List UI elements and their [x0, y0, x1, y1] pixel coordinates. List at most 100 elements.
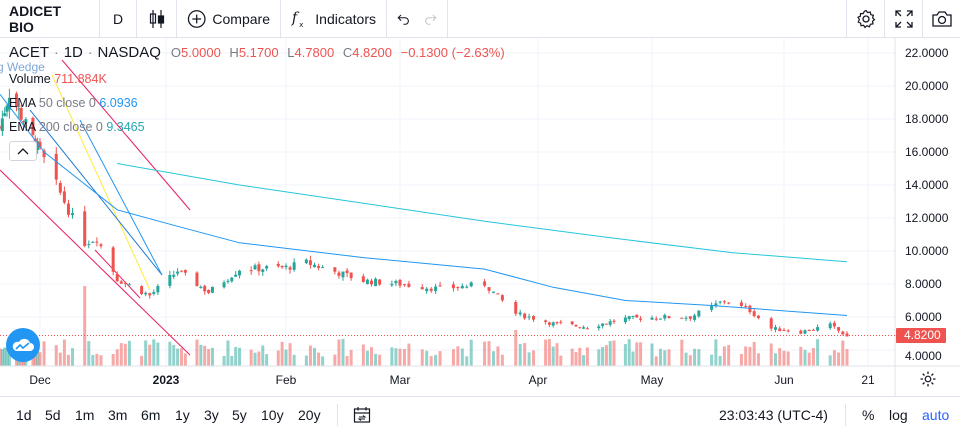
- candle-body: [19, 108, 23, 120]
- redo-icon[interactable]: [424, 12, 437, 26]
- volume-bar: [491, 351, 495, 366]
- candle-body: [144, 292, 148, 295]
- range-3y[interactable]: 3y: [204, 407, 219, 423]
- clock-time[interactable]: 23:03:43 (UTC-4): [719, 407, 828, 423]
- candle-body: [727, 302, 731, 304]
- candle-body: [71, 213, 75, 216]
- volume-bar: [465, 356, 469, 366]
- candle-body: [578, 327, 582, 329]
- candle-body: [276, 263, 280, 267]
- candle-body: [261, 269, 265, 272]
- log-scale-toggle[interactable]: log: [889, 407, 908, 423]
- candle-body: [773, 327, 777, 330]
- candle-body: [407, 283, 411, 287]
- volume-bar: [752, 341, 756, 366]
- volume-bar: [365, 350, 369, 366]
- legend-collapse-button[interactable]: [9, 141, 37, 161]
- study-volume[interactable]: Volume 711.884K: [9, 72, 107, 86]
- calendar-range-icon[interactable]: [353, 406, 371, 424]
- candle-body: [837, 327, 841, 331]
- compare-button[interactable]: Compare: [177, 0, 281, 38]
- volume-bar: [349, 349, 353, 366]
- range-5y[interactable]: 5y: [232, 407, 247, 423]
- volume-bar: [361, 344, 365, 366]
- volume-bar: [394, 348, 398, 366]
- range-3m[interactable]: 3m: [108, 407, 128, 423]
- candle-body: [496, 293, 500, 295]
- candle-body: [654, 318, 658, 320]
- range-20y[interactable]: 20y: [298, 407, 321, 423]
- candle-body: [148, 293, 152, 296]
- indicators-button[interactable]: f x Indicators: [281, 0, 387, 38]
- candle-body: [544, 320, 548, 322]
- symbol-search-button[interactable]: ADICET BIO: [0, 0, 100, 38]
- volume-bar: [288, 343, 292, 366]
- volume-bar: [496, 346, 500, 366]
- study-ema-50[interactable]: EMA 50 close 0 6.0936: [9, 96, 138, 110]
- study-name: EMA: [9, 96, 36, 110]
- volume-bar: [782, 350, 786, 366]
- interval-button[interactable]: D: [100, 0, 137, 38]
- range-1m[interactable]: 1m: [75, 407, 95, 423]
- volume-bar: [317, 352, 321, 366]
- low-value: 4.7800: [294, 45, 335, 60]
- range-5d[interactable]: 5d: [45, 407, 61, 423]
- range-1d[interactable]: 1d: [16, 407, 32, 423]
- candle-body: [62, 191, 66, 203]
- fx-icon: f x: [291, 10, 304, 29]
- candle-body: [491, 291, 495, 293]
- time-tick: 21: [861, 373, 875, 387]
- volume-bar: [71, 348, 75, 366]
- candle-body: [42, 150, 46, 158]
- tradingview-logo[interactable]: [6, 328, 40, 362]
- volume-bar: [688, 355, 692, 366]
- candle-body: [87, 244, 91, 246]
- percent-scale-toggle[interactable]: %: [862, 407, 875, 423]
- separator: [845, 404, 846, 426]
- volume-bar: [578, 347, 582, 366]
- volume-bar: [555, 343, 559, 366]
- range-1y[interactable]: 1y: [175, 407, 190, 423]
- candle-body: [688, 316, 692, 319]
- volume-bar: [210, 347, 214, 366]
- candlestick-series: [0, 88, 849, 337]
- candle-body: [31, 117, 35, 135]
- volume-bar: [559, 355, 563, 366]
- volume-bar: [313, 347, 316, 366]
- volume-bar: [438, 351, 442, 366]
- volume-bar: [390, 347, 394, 366]
- candle-body: [635, 314, 639, 318]
- candle-body: [483, 281, 487, 286]
- close-label: C: [342, 45, 353, 60]
- chart-grid: [0, 38, 895, 366]
- volume-bar: [304, 355, 308, 366]
- candle-body: [3, 113, 7, 116]
- candle-body: [693, 315, 697, 320]
- volume-bar: [487, 341, 491, 366]
- interval-label: D: [112, 10, 124, 27]
- ema-lines: [0, 93, 848, 316]
- study-ema-200[interactable]: EMA 200 close 0 9.3465: [9, 120, 145, 134]
- candle-body: [119, 281, 123, 284]
- range-10y[interactable]: 10y: [261, 407, 284, 423]
- candle-body: [17, 108, 21, 110]
- open-value: 5.0000: [181, 45, 221, 60]
- candle-body: [434, 286, 438, 292]
- candle-body: [66, 203, 70, 215]
- auto-scale-toggle[interactable]: auto: [922, 407, 950, 423]
- time-tick: Feb: [275, 373, 297, 387]
- settings-button[interactable]: [846, 0, 884, 38]
- chart-type-button[interactable]: [137, 0, 177, 38]
- range-6m[interactable]: 6m: [141, 407, 161, 423]
- candle-body: [420, 287, 424, 290]
- volume-bar: [179, 348, 183, 366]
- screenshot-button[interactable]: [922, 0, 960, 38]
- fullscreen-button[interactable]: [884, 0, 922, 38]
- volume-bar: [199, 344, 203, 366]
- trend-line: [51, 74, 151, 291]
- undo-icon[interactable]: [397, 12, 410, 26]
- volume-bar: [773, 353, 777, 366]
- volume-bar: [523, 343, 527, 366]
- time-scale-settings-icon[interactable]: [919, 370, 937, 388]
